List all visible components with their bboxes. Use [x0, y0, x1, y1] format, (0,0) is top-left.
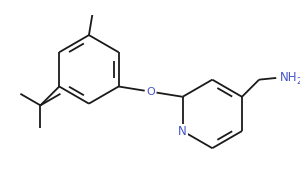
Text: N: N [178, 125, 187, 138]
Text: NH: NH [280, 71, 297, 84]
Text: 2: 2 [296, 77, 300, 86]
Text: O: O [146, 87, 155, 97]
